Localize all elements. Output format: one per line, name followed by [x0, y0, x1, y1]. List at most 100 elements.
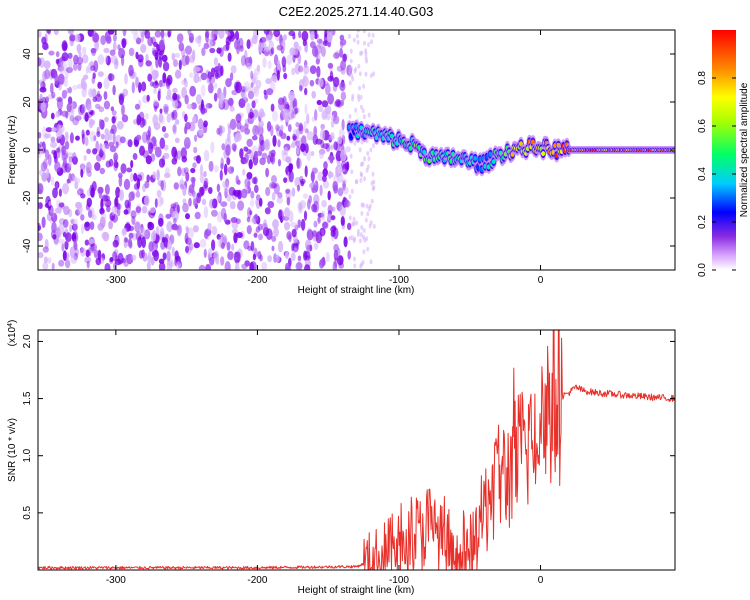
noise-cell [275, 124, 280, 132]
noise-cell [207, 222, 212, 231]
noise-cell [163, 132, 169, 139]
colorbar: 0.0 0.2 0.4 0.6 0.8 Normalized spectral ampl… [697, 30, 750, 277]
noise-cell [365, 203, 369, 209]
noise-cell [219, 169, 223, 181]
noise-cell [340, 99, 345, 107]
noise-cell [255, 226, 260, 233]
noise-cell [188, 32, 194, 44]
noise-cell [317, 216, 321, 223]
noise-cell [60, 60, 67, 71]
noise-cell [227, 122, 231, 129]
noise-cell [111, 116, 116, 124]
noise-cell [367, 112, 371, 118]
noise-cell [297, 45, 302, 52]
noise-cell [304, 264, 311, 270]
noise-cell [330, 144, 334, 151]
noise-cell [304, 128, 309, 134]
noise-cell [303, 64, 309, 75]
noise-cell [266, 154, 271, 165]
noise-cell [271, 235, 277, 242]
noise-cell [337, 187, 344, 197]
noise-cell [111, 205, 116, 216]
noise-cell [95, 103, 101, 109]
noise-cell [194, 134, 198, 142]
noise-cell [349, 48, 353, 54]
noise-cell [97, 54, 105, 65]
noise-cell [134, 103, 140, 110]
x-tick-label: -200 [247, 275, 267, 286]
noise-cell [258, 197, 263, 207]
noise-cell [143, 229, 151, 240]
noise-cell [180, 167, 187, 177]
noise-cell [158, 262, 166, 270]
noise-cell [141, 81, 147, 92]
noise-cell [62, 219, 69, 228]
noise-cell [183, 137, 191, 149]
noise-cell [172, 92, 178, 101]
noise-cell [155, 57, 159, 69]
noise-cell [229, 118, 237, 130]
noise-cell [330, 132, 335, 140]
noise-cell [313, 194, 320, 205]
noise-cell [226, 241, 231, 251]
noise-cell [339, 47, 343, 58]
noise-cell [265, 78, 272, 85]
noise-cell [59, 68, 66, 75]
y-tick-label: 0.5 [22, 505, 33, 519]
colorbar-tick-label: 0.6 [697, 119, 708, 133]
noise-cell [333, 184, 338, 194]
noise-cell [77, 187, 84, 195]
noise-cell [81, 224, 84, 235]
noise-cell [348, 201, 352, 207]
noise-cell [209, 256, 215, 266]
noise-cell [62, 250, 67, 261]
noise-cell [304, 251, 311, 259]
noise-cell [362, 249, 366, 255]
noise-cell [243, 158, 249, 165]
noise-cell [45, 96, 49, 103]
noise-cell [339, 205, 347, 217]
y-tick-label: 1.0 [22, 448, 33, 462]
noise-cell [355, 33, 359, 39]
noise-cell [265, 228, 273, 240]
noise-cell [105, 160, 112, 168]
noise-cell [257, 223, 263, 231]
noise-cell [61, 145, 66, 156]
noise-cell [240, 55, 246, 67]
noise-cell [283, 177, 288, 184]
noise-cell [255, 125, 262, 134]
noise-cell [226, 157, 231, 166]
noise-cell [303, 210, 308, 221]
noise-cell [227, 251, 234, 261]
x-tick-label: -300 [106, 275, 126, 286]
noise-cell [322, 168, 329, 177]
noise-cell [277, 240, 284, 253]
noise-cell [66, 66, 73, 74]
noise-cell [326, 31, 333, 43]
noise-cell [92, 72, 96, 79]
noise-cell [216, 127, 221, 135]
noise-cell [89, 221, 95, 231]
noise-cell [93, 249, 99, 259]
noise-cell [83, 133, 89, 146]
noise-cell [193, 66, 201, 72]
noise-cell [166, 221, 173, 233]
noise-cell [103, 100, 110, 110]
noise-cell [50, 207, 55, 218]
noise-cell [104, 128, 109, 135]
snr-x-axis-label: Height of straight line (km) [298, 585, 415, 596]
noise-cell [110, 106, 115, 112]
noise-cell [204, 228, 212, 237]
noise-cell [180, 147, 187, 159]
noise-cell [242, 168, 246, 176]
noise-cell [46, 30, 51, 34]
noise-cell [50, 82, 54, 94]
noise-cell [86, 148, 91, 155]
noise-cell [220, 256, 225, 266]
noise-cell [85, 129, 90, 136]
noise-cell [152, 81, 160, 89]
noise-cell [297, 184, 300, 192]
noise-cell [184, 232, 189, 244]
noise-cell [284, 103, 290, 110]
noise-cell [117, 207, 121, 217]
